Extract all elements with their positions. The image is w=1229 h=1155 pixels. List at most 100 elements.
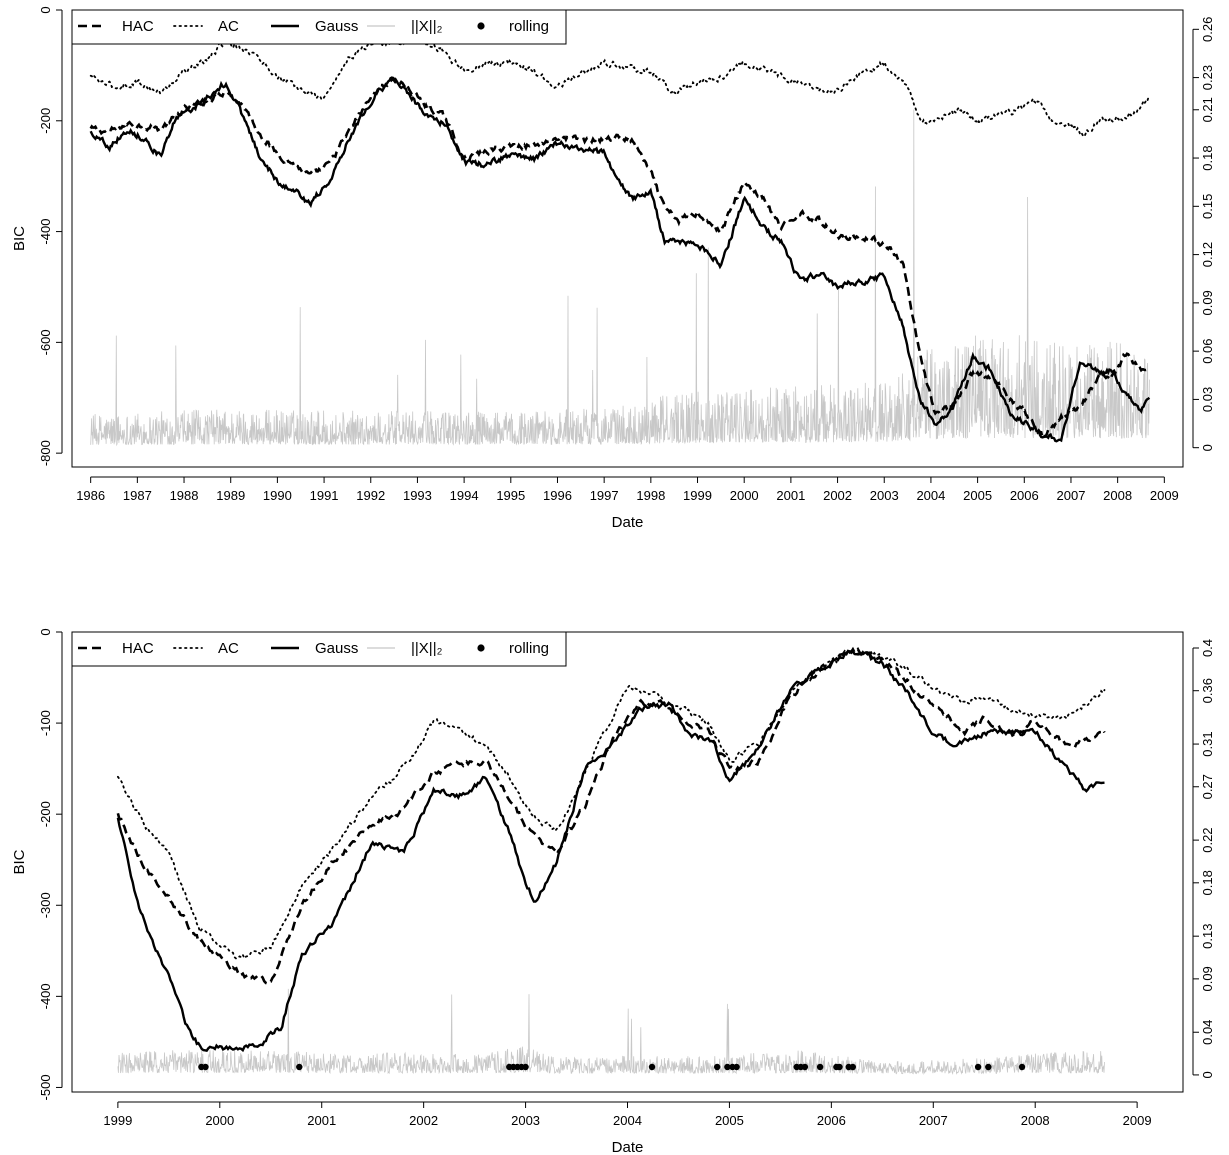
rolling-marker	[816, 1063, 824, 1071]
y2-tick-label: 0.12	[1200, 242, 1215, 267]
y2-tick-label: 0.23	[1200, 65, 1215, 90]
rolling-marker	[974, 1063, 982, 1071]
y2-tick-label: 0.06	[1200, 338, 1215, 363]
bottom-panel: 1999 2000 2001 2002 2003 2004 2005 2006 2007 2008…	[11, 628, 1215, 1155]
series-line-solid	[116, 649, 1105, 1053]
x-tick-label: 2007	[919, 1113, 948, 1128]
x-tick-label: 1999	[103, 1113, 132, 1128]
x-tick-label: 2003	[870, 488, 899, 503]
y-tick-label: -300	[38, 892, 53, 918]
x-tick-label: 1998	[636, 488, 665, 503]
legend-label: rolling	[509, 640, 549, 657]
x-tick-label: 2004	[613, 1113, 642, 1128]
y2-tick-label: 0.36	[1200, 678, 1215, 703]
rolling-marker	[714, 1063, 721, 1071]
y2-tick-label: 0.03	[1200, 387, 1215, 412]
legend-label: ||X||₂	[411, 18, 443, 35]
rolling-marker	[849, 1063, 856, 1071]
x-tick-label: 1989	[216, 488, 245, 503]
y-tick-label: 0	[38, 628, 53, 635]
legend-label: rolling	[509, 18, 549, 35]
x-tick-label: 2006	[1010, 488, 1039, 503]
x-tick-label: 2004	[916, 488, 945, 503]
y2-tick-label: 0.18	[1200, 145, 1215, 170]
x-tick-label: 1992	[356, 488, 385, 503]
y-tick-label: -100	[38, 710, 53, 736]
x-tick-label: 2005	[963, 488, 992, 503]
y-axis-title: BIC	[11, 226, 28, 251]
x-axis-title: Date	[612, 514, 644, 531]
y-axis-title: BIC	[11, 849, 28, 874]
y2-tick-label: 0	[1200, 1071, 1215, 1078]
series-line-dashed	[116, 646, 1106, 986]
y2-tick-label: 0.13	[1200, 924, 1215, 949]
x-tick-label: 1987	[123, 488, 152, 503]
x-tick-label: 1994	[450, 488, 479, 503]
y2-tick-label: 0.09	[1200, 290, 1215, 315]
x-tick-label: 1999	[683, 488, 712, 503]
y2-tick-label: 0.15	[1200, 194, 1215, 219]
x-tick-label: 2009	[1150, 488, 1179, 503]
y-tick-label: -200	[38, 108, 53, 134]
rolling-marker	[733, 1063, 740, 1071]
y-tick-label: -200	[38, 801, 53, 827]
y2-tick-label: 0.18	[1200, 870, 1215, 895]
y2-tick-label: 0.22	[1200, 827, 1215, 852]
y2-tick-label: 0.31	[1200, 731, 1215, 756]
rolling-marker	[724, 1063, 731, 1071]
legend-rolling-swatch	[477, 644, 485, 652]
series-line-dotted	[89, 35, 1151, 138]
x-tick-label: 1988	[170, 488, 199, 503]
x-tick-label: 2007	[1057, 488, 1086, 503]
y2-tick-label: 0.4	[1200, 639, 1215, 657]
legend-rolling-swatch	[477, 22, 485, 30]
x-tick-label: 2009	[1123, 1113, 1152, 1128]
x-tick-label: 2002	[409, 1113, 438, 1128]
rolling-marker	[202, 1063, 209, 1071]
plot-frame	[71, 631, 1184, 1093]
y-tick-label: -600	[38, 329, 53, 355]
x-tick-label: 1996	[543, 488, 572, 503]
x-tick-label: 2000	[205, 1113, 234, 1128]
rolling-marker	[1018, 1063, 1026, 1071]
x-tick-label: 1986	[76, 488, 105, 503]
y2-tick-label: 0.09	[1200, 966, 1215, 991]
x-tick-label: 2000	[730, 488, 759, 503]
x-tick-label: 2001	[307, 1113, 336, 1128]
x-tick-label: 2003	[511, 1113, 540, 1128]
y-tick-label: -500	[38, 1074, 53, 1100]
y-tick-label: -400	[38, 219, 53, 245]
legend-label: HAC	[122, 640, 154, 657]
top-panel: 1986 1987 1988 1989 1990 1991 1992 1993 1994 1995…	[11, 6, 1215, 531]
y-tick-label: -800	[38, 440, 53, 466]
legend-label: AC	[218, 640, 239, 657]
x-tick-label: 1997	[590, 488, 619, 503]
x-tick-label: 1993	[403, 488, 432, 503]
y2-tick-label: 0.26	[1200, 17, 1215, 42]
norm-series-line	[117, 988, 1105, 1075]
x-tick-label: 2008	[1021, 1113, 1050, 1128]
x-tick-label: 2001	[776, 488, 805, 503]
y2-tick-label: 0.27	[1200, 774, 1215, 799]
legend-label: HAC	[122, 18, 154, 35]
y2-tick-label: 0.04	[1200, 1020, 1215, 1045]
rolling-marker	[836, 1063, 843, 1071]
legend-label: Gauss	[315, 640, 358, 657]
y-tick-label: 0	[38, 6, 53, 13]
x-tick-label: 2005	[715, 1113, 744, 1128]
x-tick-label: 1991	[310, 488, 339, 503]
x-axis-title: Date	[612, 1139, 644, 1155]
series-line-solid	[89, 76, 1151, 443]
x-tick-label: 2008	[1103, 488, 1132, 503]
rolling-marker	[648, 1063, 656, 1071]
rolling-marker	[296, 1063, 303, 1071]
x-tick-label: 1990	[263, 488, 292, 503]
series-line-dashed	[89, 76, 1150, 442]
legend-label: ||X||₂	[411, 640, 443, 657]
x-tick-label: 2006	[817, 1113, 846, 1128]
series-line-dotted	[117, 648, 1106, 960]
plot-frame	[71, 9, 1184, 468]
rolling-marker	[801, 1063, 809, 1071]
y-tick-label: -400	[38, 983, 53, 1009]
